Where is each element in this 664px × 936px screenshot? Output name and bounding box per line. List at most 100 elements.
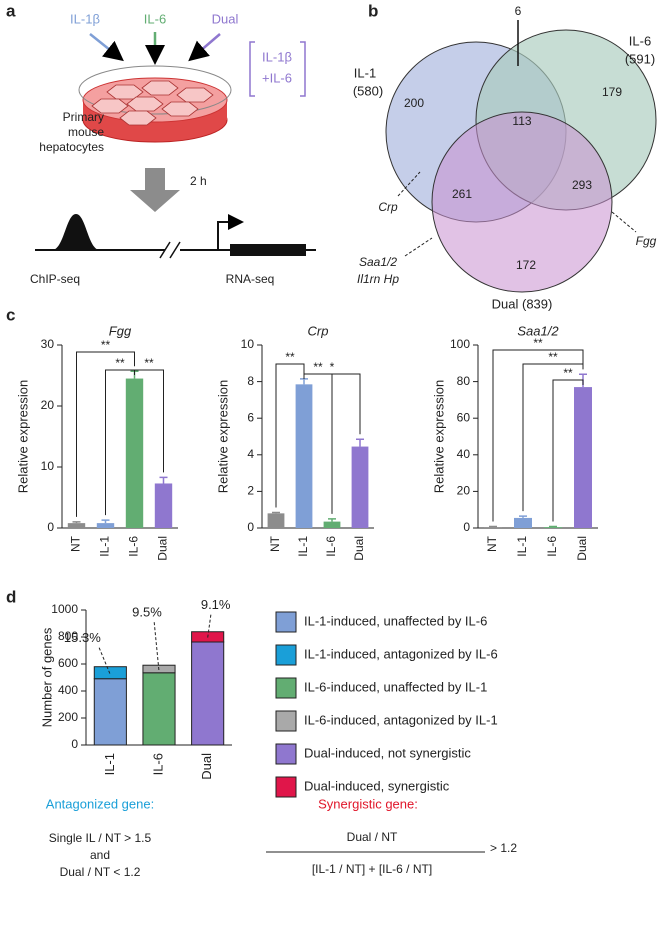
arrow [188,33,221,62]
error-bar [300,378,308,385]
bar [67,523,86,528]
bar-segment [142,672,176,746]
gene-label: Fgg [636,234,657,248]
legend-label: IL-1-induced, unaffected by IL-6 [304,613,487,628]
error-bar [356,438,364,447]
panel-b: 6 IL-1 (580) IL-6 (591) Dual (839) 200 1… [353,4,657,311]
error-bar [72,521,81,524]
x-tick-label: IL-6 [150,753,165,775]
assay-label: ChIP-seq [30,272,80,286]
x-tick-label: IL-6 [324,536,338,557]
gene-body [230,244,306,256]
x-tick-label: Dual [352,536,366,561]
y-tick-label: 0 [463,520,470,534]
venn-count: 200 [404,96,424,110]
legend-swatch [275,611,297,633]
y-axis-label: Relative expression [215,380,230,493]
y-tick-label: 600 [58,656,78,670]
significance-label: ** [313,360,323,374]
percent-label: 15.3% [64,630,101,645]
chart-title: Saa1/2 [517,323,559,338]
y-axis-label: Number of genes [39,627,54,727]
significance-label: ** [115,356,125,370]
error-bar [159,476,168,484]
panel-label: a [6,1,16,20]
significance-bracket [134,369,164,473]
break [159,241,181,259]
x-tick-label: IL-1 [98,536,112,557]
y-tick-label: 0 [247,520,254,534]
definition-text: Dual / NT [347,830,398,844]
x-tick-label: IL-1 [515,536,529,557]
y-tick-label: 100 [450,337,470,351]
legend-label: Dual-induced, synergistic [304,778,450,793]
panel-label: b [368,1,378,20]
y-tick-label: 6 [247,410,254,424]
y-tick-label: 80 [457,374,471,388]
significance-bracket [275,363,305,508]
error-bar [272,511,280,514]
significance-bracket [492,349,584,522]
bar [544,527,562,528]
bar [514,517,532,528]
x-tick-label: Dual [575,536,589,561]
cells-label: Primary [63,110,104,124]
error-bar [328,518,336,522]
legend-swatch [275,743,297,765]
y-tick-label: 20 [41,398,55,412]
y-tick-label: 0 [71,737,78,751]
x-tick-label: IL-6 [127,536,141,557]
venn-count: 293 [572,178,592,192]
significance-label: ** [144,356,154,370]
error-bar [519,515,527,518]
bar-segment [93,678,127,746]
treatment-label: IL-6 [144,11,166,26]
combo-label: +IL-6 [262,70,292,85]
y-tick-label: 20 [457,484,471,498]
bar [351,446,369,528]
error-bar [489,525,497,528]
x-tick-label: Dual [156,536,170,561]
significance-label: ** [101,338,111,352]
venn-count: 113 [512,114,531,128]
definition-text: and [90,848,110,862]
panel-label: c [6,305,15,324]
y-tick-label: 800 [58,629,78,643]
y-axis-label: Relative expression [15,380,30,493]
x-tick-label: NT [485,535,499,552]
venn-count: 172 [516,258,536,272]
panel-a: IL-1β IL-6 Dual IL-1β +IL-6 Primary mous… [30,11,316,286]
tss-arrow [217,214,244,250]
y-tick-label: 4 [247,447,254,461]
bar [574,387,592,528]
cells-label: hepatocytes [39,140,104,154]
definition-text: > 1.2 [490,841,517,855]
set-total: (580) [353,83,383,98]
bracket [249,41,306,97]
venn-count: 261 [452,187,472,201]
dish-lid [78,65,232,115]
cells [91,80,214,126]
venn-dual [431,111,613,293]
bar-segment [93,666,127,680]
y-tick-label: 40 [457,447,471,461]
legend-swatch [275,776,297,798]
x-tick-label: IL-1 [102,753,117,775]
significance-label: ** [285,350,295,364]
y-tick-label: 2 [247,484,254,498]
combo-label: IL-1β [262,49,292,64]
significance-bracket [522,363,584,512]
significance-bracket [76,351,135,517]
gene-label: Il1rn Hp [357,272,399,286]
definition-text: Single IL / NT > 1.5 [49,831,152,845]
chart-title: Fgg [109,323,132,338]
x-tick-label: NT [69,535,83,552]
bar [295,384,313,528]
legend-label: IL-1-induced, antagonized by IL-6 [304,646,498,661]
set-total: (591) [625,51,655,66]
legend-label: Dual-induced, not synergistic [304,745,471,760]
significance-label: ** [533,336,543,350]
gene-label: Crp [378,200,398,214]
chip-peak [52,214,100,250]
treatment-label: IL-1β [70,11,100,26]
